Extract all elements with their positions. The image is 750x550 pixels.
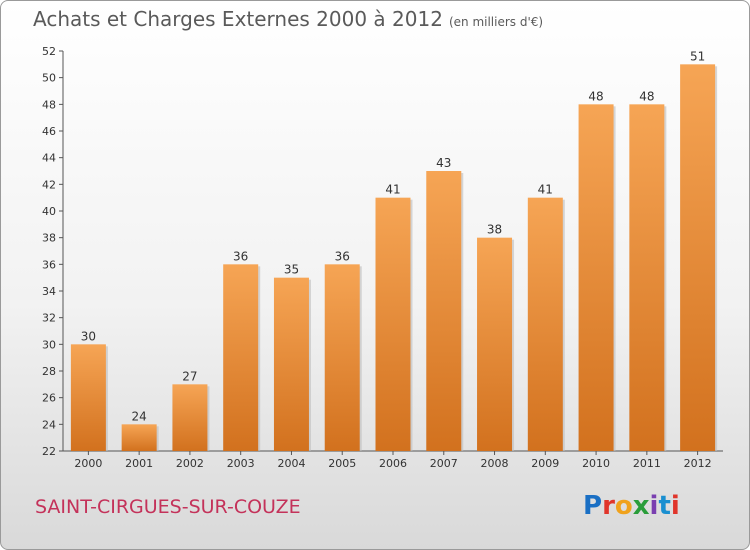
bar <box>273 277 309 451</box>
bar-value-label: 36 <box>233 249 248 263</box>
x-tick-label: 2003 <box>227 457 255 470</box>
bar-value-label: 41 <box>538 183 553 197</box>
logo-letter: t <box>658 491 671 521</box>
y-tick-label: 34 <box>42 285 56 298</box>
x-tick-label: 2005 <box>328 457 356 470</box>
chart-title-text: Achats et Charges Externes 2000 à 2012 <box>33 7 443 31</box>
bar-value-label: 24 <box>132 409 147 423</box>
y-axis: 22 24 26 28 30 32 34 36 38 40 42 44 46 48 50 52 <box>42 45 64 458</box>
y-tick-label: 42 <box>42 178 56 191</box>
y-tick-label: 46 <box>42 125 56 138</box>
y-tick-label: 26 <box>42 392 56 405</box>
y-tick-label: 40 <box>42 205 56 218</box>
y-tick-label: 24 <box>42 418 56 431</box>
bar <box>223 264 259 451</box>
bar-value-label: 43 <box>436 156 451 170</box>
bar-value-label: 41 <box>385 183 400 197</box>
bar <box>629 104 665 451</box>
logo-letter: i <box>670 491 680 521</box>
bar-value-label: 48 <box>588 89 603 103</box>
logo-letter: o <box>614 491 633 521</box>
bars: 30 24 27 36 35 36 41 43 38 41 48 48 51 <box>70 49 718 452</box>
bar-value-label: 51 <box>690 49 705 63</box>
x-tick-label: 2000 <box>74 457 102 470</box>
bar <box>70 344 106 451</box>
bar-value-label: 30 <box>81 329 96 343</box>
bar-value-label: 48 <box>639 89 654 103</box>
x-tick-label: 2002 <box>176 457 204 470</box>
x-tick-label: 2001 <box>125 457 153 470</box>
y-tick-label: 30 <box>42 338 56 351</box>
x-tick-label: 2009 <box>531 457 559 470</box>
y-tick-label: 50 <box>42 72 56 85</box>
logo-letter: r <box>602 491 615 521</box>
bar <box>578 104 614 451</box>
chart-subtitle: (en milliers d'€) <box>448 15 544 29</box>
commune-name: SAINT-CIRGUES-SUR-COUZE <box>35 496 301 518</box>
chart-title: Achats et Charges Externes 2000 à 2012 (e… <box>33 7 543 31</box>
x-tick-label: 2004 <box>277 457 305 470</box>
bar <box>426 171 462 451</box>
x-axis: 2000 2001 2002 2003 2004 2005 2006 2007 2008 2009… <box>63 450 723 470</box>
proxiti-logo[interactable]: Proxiti <box>583 491 680 521</box>
logo-letter: P <box>583 491 603 521</box>
y-tick-label: 32 <box>42 312 56 325</box>
x-tick-label: 2010 <box>582 457 610 470</box>
y-tick-label: 44 <box>42 152 56 165</box>
x-tick-label: 2007 <box>430 457 458 470</box>
x-tick-label: 2011 <box>633 457 661 470</box>
bar <box>527 197 563 451</box>
y-tick-label: 28 <box>42 365 56 378</box>
bar-value-label: 38 <box>487 223 502 237</box>
bar <box>680 64 716 452</box>
x-tick-label: 2008 <box>481 457 509 470</box>
bar <box>172 384 208 451</box>
logo-letter: i <box>649 491 659 521</box>
y-tick-label: 38 <box>42 232 56 245</box>
logo-letter: x <box>632 491 650 521</box>
x-tick-label: 2006 <box>379 457 407 470</box>
y-tick-label: 52 <box>42 45 56 58</box>
bar-value-label: 36 <box>335 249 350 263</box>
bar <box>375 197 411 451</box>
y-tick-label: 36 <box>42 258 56 271</box>
x-tick-label: 2012 <box>684 457 712 470</box>
bar <box>121 424 157 451</box>
bar <box>324 264 360 451</box>
bar-value-label: 35 <box>284 263 299 277</box>
bar <box>477 237 513 451</box>
y-tick-label: 48 <box>42 98 56 111</box>
bar-value-label: 27 <box>182 369 197 383</box>
y-tick-label: 22 <box>42 445 56 458</box>
